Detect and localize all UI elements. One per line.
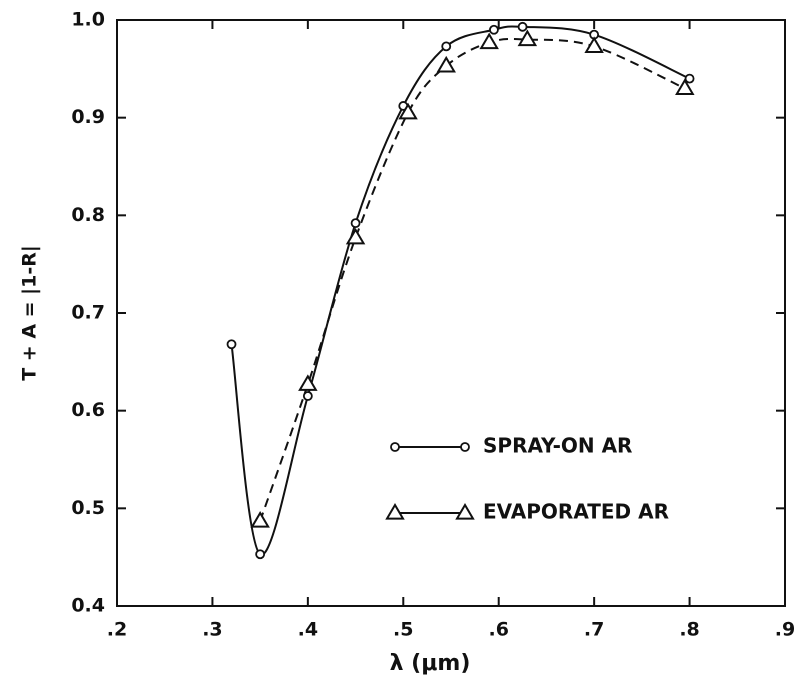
triangle-marker [479, 32, 499, 50]
legend-marker [455, 503, 475, 520]
circle-marker [489, 24, 499, 35]
triangle-marker [517, 29, 538, 47]
y-tick-label: 0.9 [71, 106, 105, 128]
x-tick-label: .6 [488, 619, 508, 641]
triangle-marker [345, 227, 366, 245]
x-tick-label: .7 [584, 619, 604, 641]
circle-marker [517, 21, 528, 32]
x-axis-label: λ (μm) [390, 651, 471, 676]
triangle-marker [436, 55, 456, 73]
circle-marker [350, 218, 361, 229]
legend-label: EVAPORATED AR [483, 500, 669, 524]
y-tick-label: 0.6 [71, 399, 105, 421]
y-tick-label: 1.0 [71, 9, 105, 31]
triangle-marker [675, 78, 695, 95]
y-tick-label: 0.7 [71, 302, 105, 324]
legend-marker [385, 503, 405, 520]
legend-marker [460, 442, 470, 452]
circle-marker [255, 549, 266, 560]
series-line [259, 38, 686, 522]
circle-marker [226, 339, 237, 350]
triangle-marker [250, 511, 270, 528]
x-tick-label: .3 [202, 619, 222, 641]
x-tick-label: .9 [775, 619, 795, 641]
series-line [230, 25, 690, 556]
legend-label: SPRAY-ON AR [483, 434, 632, 458]
y-tick-label: 0.5 [71, 497, 105, 519]
triangle-marker [398, 102, 418, 120]
x-tick-label: .5 [393, 619, 413, 641]
triangle-marker [298, 374, 318, 391]
y-tick-label: 0.4 [71, 595, 105, 617]
x-tick-label: .8 [679, 619, 699, 641]
circle-marker [441, 41, 452, 52]
circle-marker [302, 391, 313, 401]
y-tick-label: 0.8 [71, 204, 105, 226]
x-tick-label: .2 [107, 619, 127, 641]
legend-marker [390, 442, 400, 452]
triangle-marker [584, 36, 604, 53]
y-axis-label: T + A = |1-R| [19, 245, 41, 381]
x-tick-label: .4 [298, 619, 318, 641]
circle-marker [684, 73, 695, 84]
plot-frame [116, 19, 786, 607]
